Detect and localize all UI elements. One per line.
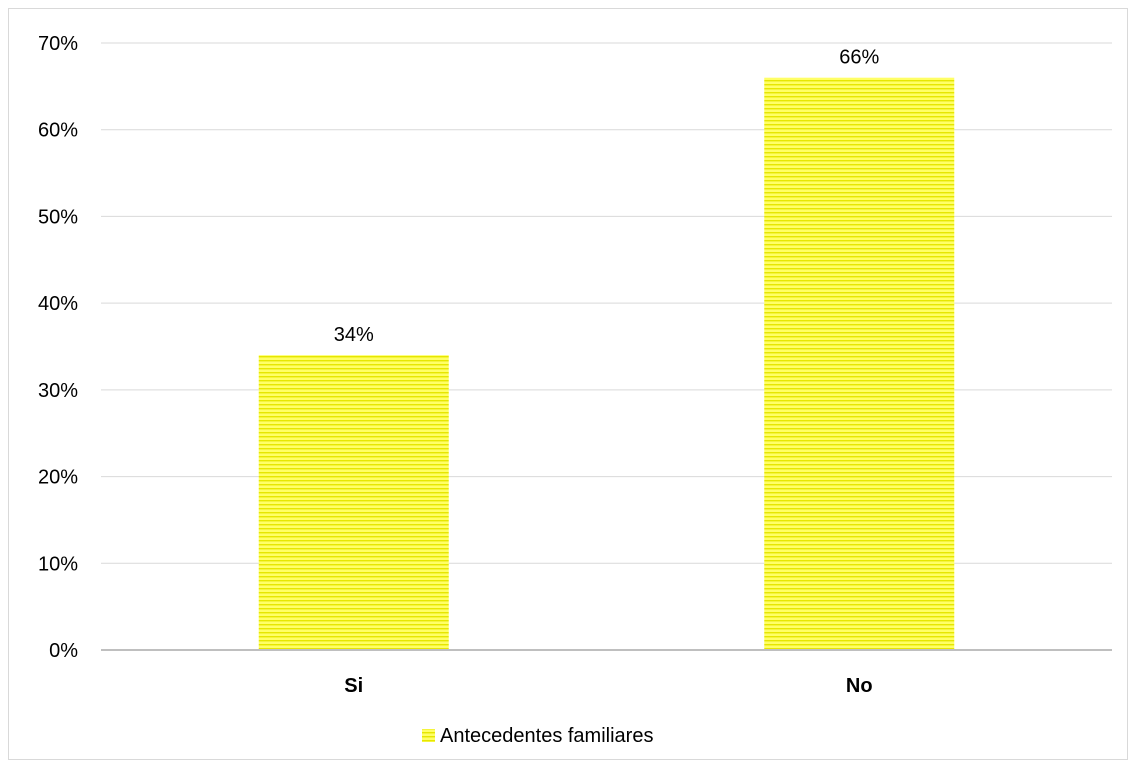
chart-frame xyxy=(8,8,1128,760)
legend: Antecedentes familiares xyxy=(422,725,653,747)
y-tick-label: 0% xyxy=(49,640,78,662)
gridlines xyxy=(101,42,1112,564)
data-label: 34% xyxy=(334,324,374,346)
legend-swatch xyxy=(422,729,435,742)
x-category-label: Si xyxy=(344,675,363,697)
bar-si xyxy=(258,355,449,650)
y-tick-label: 70% xyxy=(38,33,78,55)
y-tick-label: 20% xyxy=(38,467,78,489)
data-label: 66% xyxy=(839,47,879,69)
y-tick-label: 60% xyxy=(38,120,78,142)
y-tick-label: 50% xyxy=(38,206,78,228)
x-category-label: No xyxy=(846,675,873,697)
bars xyxy=(258,77,955,650)
data-labels: 34% 66% xyxy=(334,47,880,346)
bar-no xyxy=(764,77,955,650)
x-axis-categories: Si No xyxy=(344,675,872,697)
y-tick-label: 40% xyxy=(38,293,78,315)
y-tick-label: 30% xyxy=(38,380,78,402)
y-tick-label: 10% xyxy=(38,553,78,575)
y-axis-ticks: 0% 10% 20% 30% 40% 50% 60% 70% xyxy=(38,33,78,662)
legend-label: Antecedentes familiares xyxy=(440,725,653,747)
